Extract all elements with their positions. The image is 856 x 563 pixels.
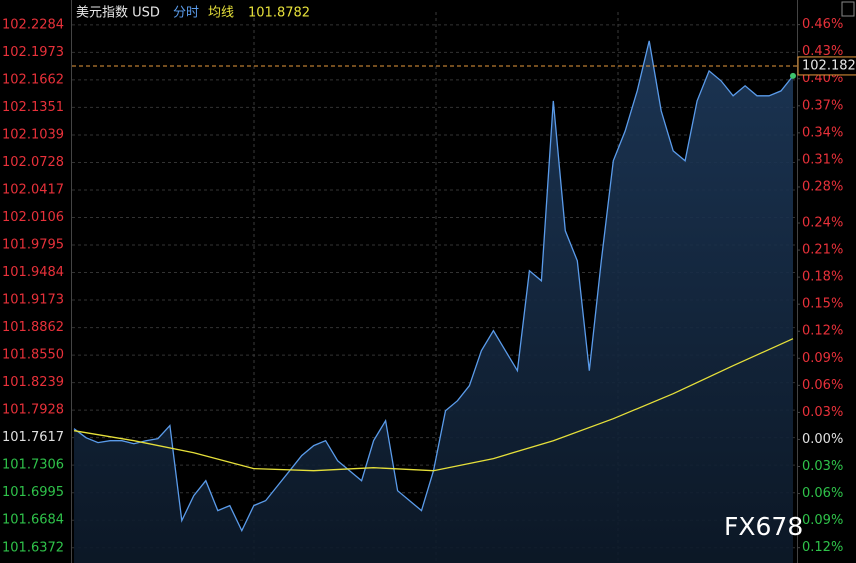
price-area	[74, 40, 793, 563]
y2-tick-label: 0.03%	[802, 459, 843, 474]
y-tick-label: 101.6684	[2, 513, 64, 528]
chart-title: 美元指数 USD	[76, 6, 160, 21]
y2-tick-label: 0.06%	[802, 486, 843, 501]
y2-tick-label: 0.31%	[802, 152, 843, 167]
y2-tick-label: 0.00%	[802, 432, 843, 447]
y-tick-label: 102.0417	[2, 183, 64, 198]
y-tick-label: 102.1973	[2, 45, 64, 60]
y-tick-label: 101.8239	[2, 375, 64, 390]
y-tick-label: 101.8862	[2, 320, 64, 335]
y2-tick-label: 0.43%	[802, 44, 843, 59]
y-tick-label: 101.9484	[2, 265, 64, 280]
y2-tick-label: 0.12%	[802, 324, 843, 339]
y2-tick-label: 0.28%	[802, 179, 843, 194]
y2-tick-label: 0.15%	[802, 297, 843, 312]
y-tick-label: 101.8550	[2, 348, 64, 363]
y-tick-label: 102.1039	[2, 128, 64, 143]
last-price-label: 102.182	[802, 58, 856, 73]
average-value: 101.8782	[248, 6, 310, 21]
y-tick-label: 101.9173	[2, 293, 64, 308]
last-price-box	[797, 56, 856, 76]
y2-tick-label: 0.37%	[802, 98, 843, 113]
y-tick-label: 102.0106	[2, 210, 64, 225]
y-tick-label: 101.7928	[2, 403, 64, 418]
y2-tick-label: 0.21%	[802, 243, 843, 258]
average-line	[73, 338, 794, 472]
watermark: FX678	[724, 512, 803, 541]
y2-tick-label: 0.03%	[802, 405, 843, 420]
y2-tick-label: 0.24%	[802, 216, 843, 231]
y-tick-label: 101.6995	[2, 485, 64, 500]
y2-tick-label: 0.18%	[802, 270, 843, 285]
y-tick-label: 101.7617	[2, 430, 64, 445]
y2-tick-label: 0.34%	[802, 125, 843, 140]
menu-icon[interactable]	[841, 1, 855, 17]
mode-label: 分时	[173, 6, 199, 21]
labels: 102.2284 102.1973 102.1662 102.1351 102.1039…	[2, 17, 856, 555]
average-label: 均线	[208, 6, 234, 21]
y2-tick-label: 0.09%	[802, 513, 843, 528]
y-tick-label: 102.0728	[2, 155, 64, 170]
y2-tick-label: 0.12%	[802, 540, 843, 555]
y-tick-label: 101.9795	[2, 238, 64, 253]
y-tick-label: 102.1662	[2, 72, 64, 87]
y-tick-label: 101.7306	[2, 458, 64, 473]
y2-tick-label: 0.46%	[802, 17, 843, 32]
y2-tick-label: 0.06%	[802, 378, 843, 393]
plot	[72, 40, 797, 563]
y-tick-label: 102.2284	[2, 17, 64, 32]
y-tick-label: 101.6372	[2, 540, 64, 555]
grid	[72, 24, 797, 549]
y2-tick-label: 0.09%	[802, 351, 843, 366]
y-tick-label: 102.1351	[2, 100, 64, 115]
last-point	[790, 72, 796, 79]
